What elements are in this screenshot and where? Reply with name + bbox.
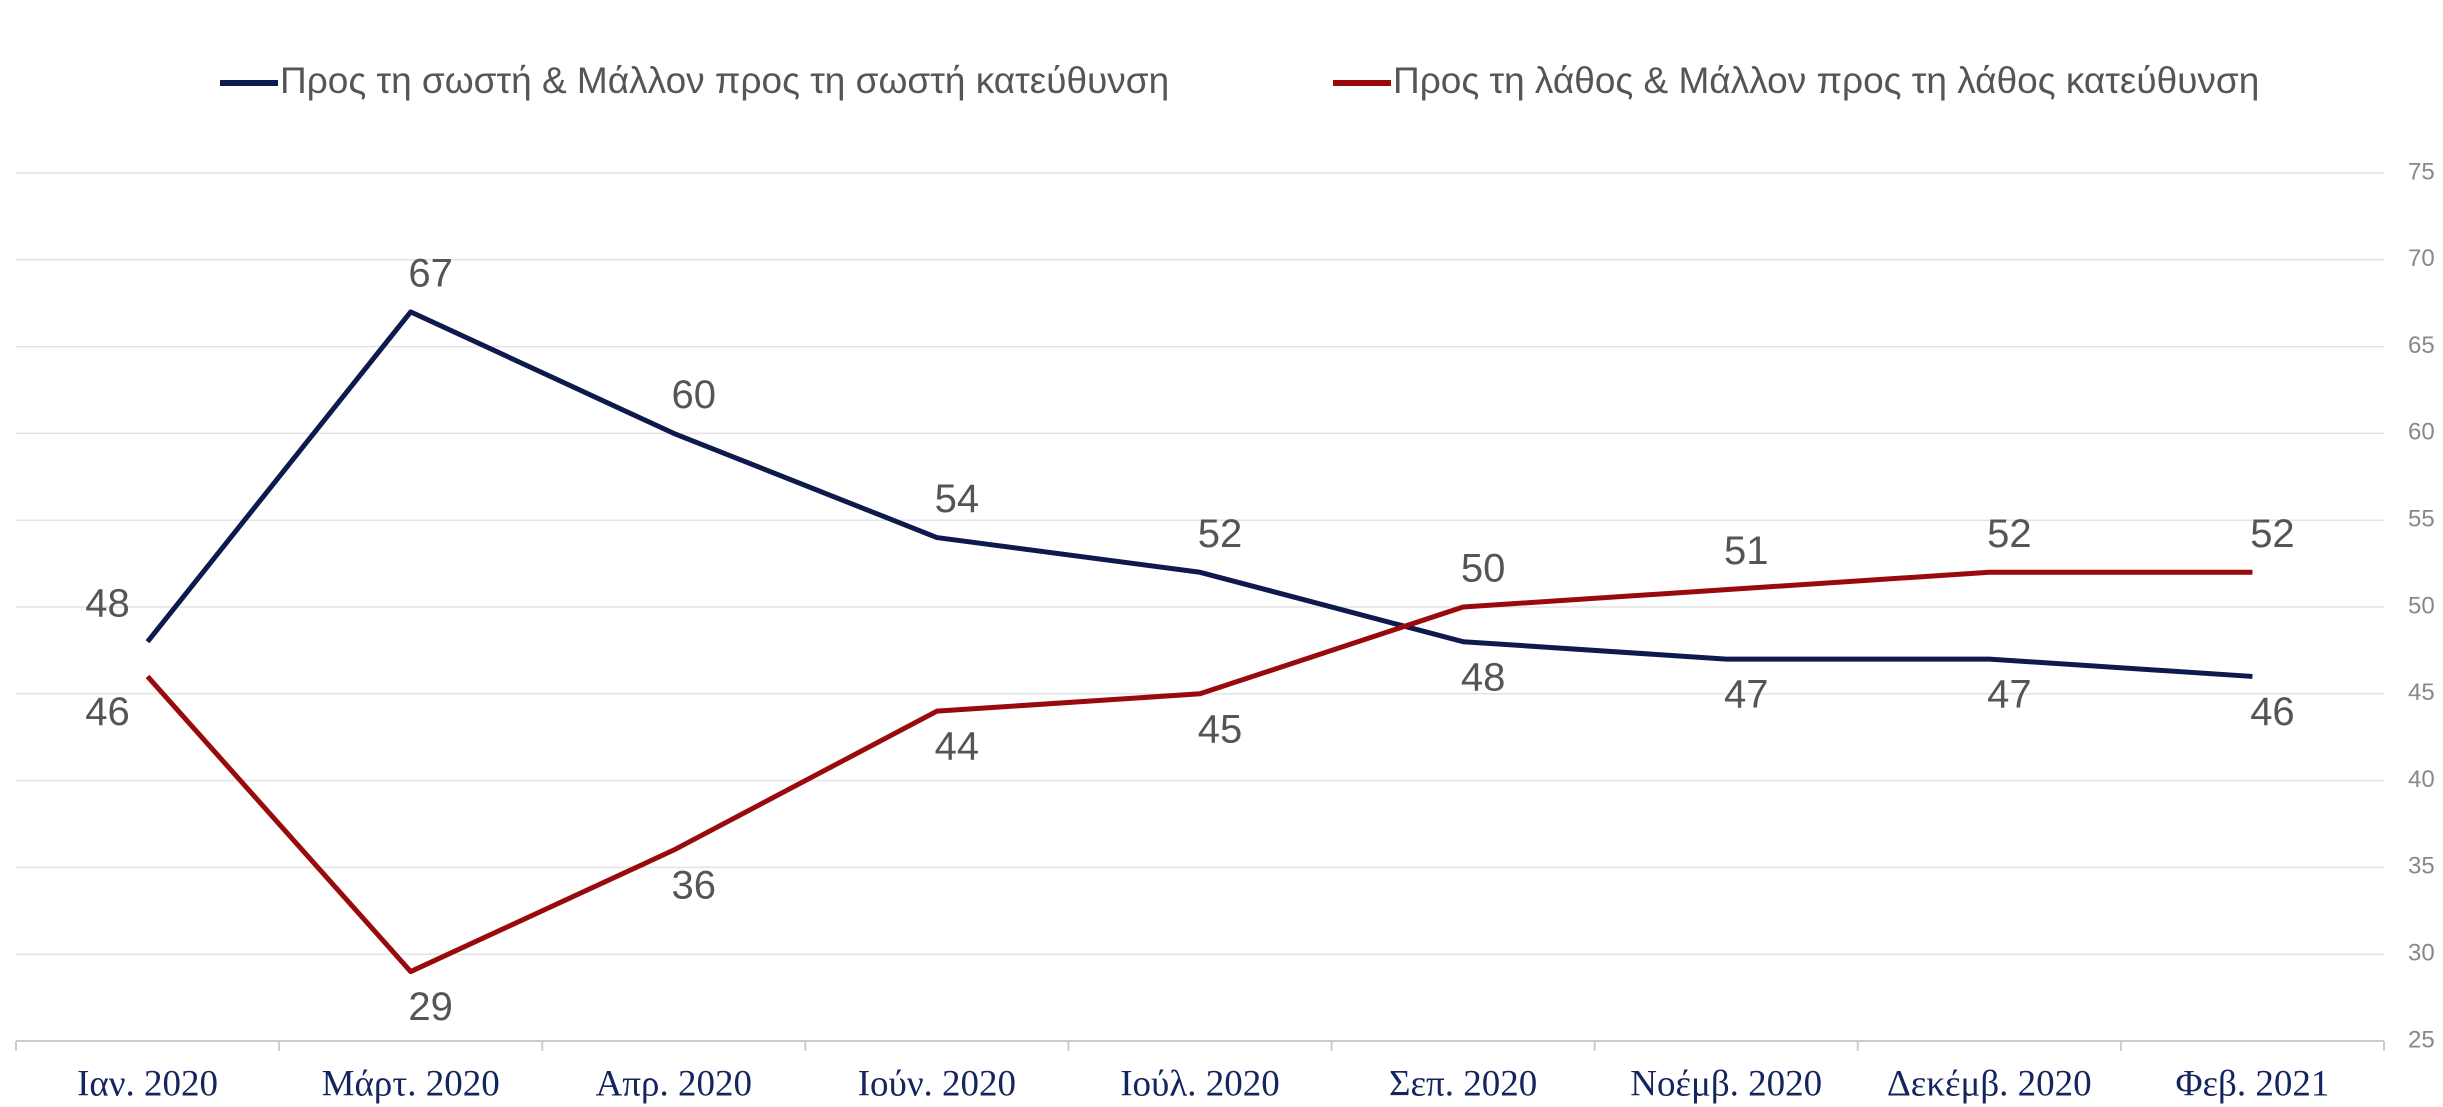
y-tick-label: 65: [2408, 332, 2435, 359]
data-label: 51: [1724, 529, 1769, 573]
x-tick-label: Απρ. 2020: [596, 1063, 752, 1104]
y-tick-label: 45: [2408, 679, 2435, 706]
x-tick-label: Ιαν. 2020: [77, 1063, 218, 1104]
data-label: 47: [1987, 673, 2032, 717]
data-label: 48: [85, 581, 130, 625]
data-label: 50: [1461, 547, 1506, 591]
y-tick-label: 60: [2408, 419, 2435, 446]
x-tick-label: Δεκέμβ. 2020: [1887, 1063, 2092, 1104]
x-tick-label: Σεπ. 2020: [1389, 1063, 1537, 1104]
data-label: 29: [408, 985, 453, 1029]
data-label: 52: [1198, 512, 1243, 556]
x-tick-label: Ιούλ. 2020: [1120, 1063, 1280, 1104]
data-label: 46: [85, 690, 130, 734]
data-label: 52: [1987, 512, 2032, 556]
y-tick-label: 75: [2408, 158, 2435, 185]
x-tick-label: Νοέμβ. 2020: [1630, 1063, 1822, 1104]
x-tick-label: Μάρτ. 2020: [322, 1063, 500, 1104]
data-label: 54: [935, 477, 980, 521]
y-tick-label: 25: [2408, 1026, 2435, 1053]
y-tick-label: 40: [2408, 766, 2435, 793]
series-line: [148, 312, 2253, 677]
y-tick-label: 35: [2408, 853, 2435, 880]
data-label: 46: [2250, 690, 2295, 734]
data-label: 52: [2250, 512, 2295, 556]
legend-label: Προς τη λάθος & Μάλλον προς τη λάθος κατ…: [1393, 60, 2259, 101]
legend-label: Προς τη σωστή & Μάλλον προς τη σωστή κατ…: [280, 60, 1169, 101]
data-label: 48: [1461, 655, 1506, 699]
data-label: 36: [672, 864, 717, 908]
y-tick-label: 50: [2408, 592, 2435, 619]
y-tick-label: 70: [2408, 245, 2435, 272]
x-tick-label: Φεβ. 2021: [2175, 1063, 2329, 1104]
chart: 25 30 35 40 45 50 55 60 65 70 75 Ιαν. 2020 Μάρτ. 202…: [0, 0, 2443, 1107]
series-line: [148, 572, 2253, 971]
y-tick-label: 55: [2408, 506, 2435, 533]
data-label: 60: [672, 373, 717, 417]
data-label: 47: [1724, 673, 1769, 717]
data-label: 67: [408, 251, 453, 295]
data-label: 45: [1198, 707, 1243, 751]
x-tick-label: Ιούν. 2020: [858, 1063, 1016, 1104]
y-tick-label: 30: [2408, 940, 2435, 967]
data-label: 44: [935, 725, 980, 769]
